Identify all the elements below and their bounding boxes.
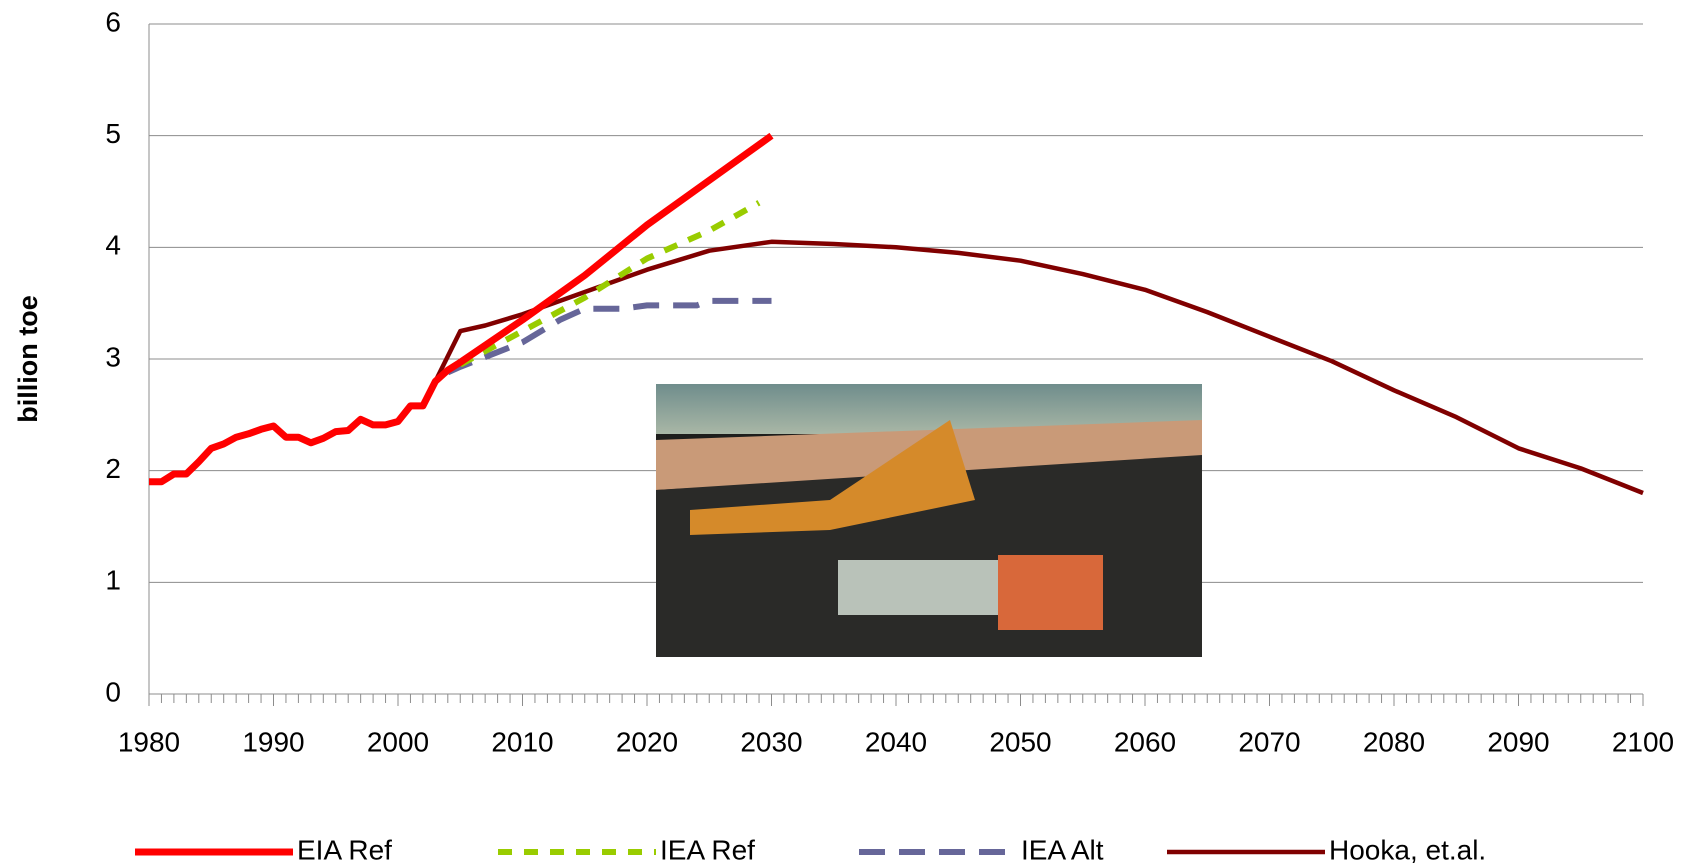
y-tick-label: 2 [105, 453, 121, 484]
legend-label: EIA Ref [297, 834, 392, 865]
x-tick-label: 2040 [865, 726, 927, 757]
legend-label: Hooka, et.al. [1329, 834, 1486, 865]
x-tick-label: 2000 [367, 726, 429, 757]
x-tick-label: 2010 [491, 726, 553, 757]
x-tick-label: 2030 [740, 726, 802, 757]
x-tick-label: 2060 [1114, 726, 1176, 757]
y-tick-label: 5 [105, 118, 121, 149]
y-tick-label: 1 [105, 565, 121, 596]
x-tick-label: 1980 [118, 726, 180, 757]
series-line [446, 297, 772, 376]
x-tick-label: 2050 [989, 726, 1051, 757]
x-tick-label: 2080 [1363, 726, 1425, 757]
y-tick-label: 4 [105, 230, 121, 261]
y-tick-label: 3 [105, 341, 121, 372]
x-tick-label: 2020 [616, 726, 678, 757]
series-line [149, 132, 774, 486]
y-tick-label: 0 [105, 676, 121, 707]
x-tick-label: 2070 [1238, 726, 1300, 757]
series-line [458, 200, 761, 368]
x-tick-label: 2100 [1612, 726, 1674, 757]
x-tick-label: 2090 [1487, 726, 1549, 757]
legend-label: IEA Alt [1021, 834, 1104, 865]
photo-inset [656, 384, 1202, 657]
legend-label: IEA Ref [660, 834, 755, 865]
y-tick-label: 6 [105, 6, 121, 37]
x-tick-label: 1990 [242, 726, 304, 757]
y-axis-title: billion toe [13, 295, 43, 423]
